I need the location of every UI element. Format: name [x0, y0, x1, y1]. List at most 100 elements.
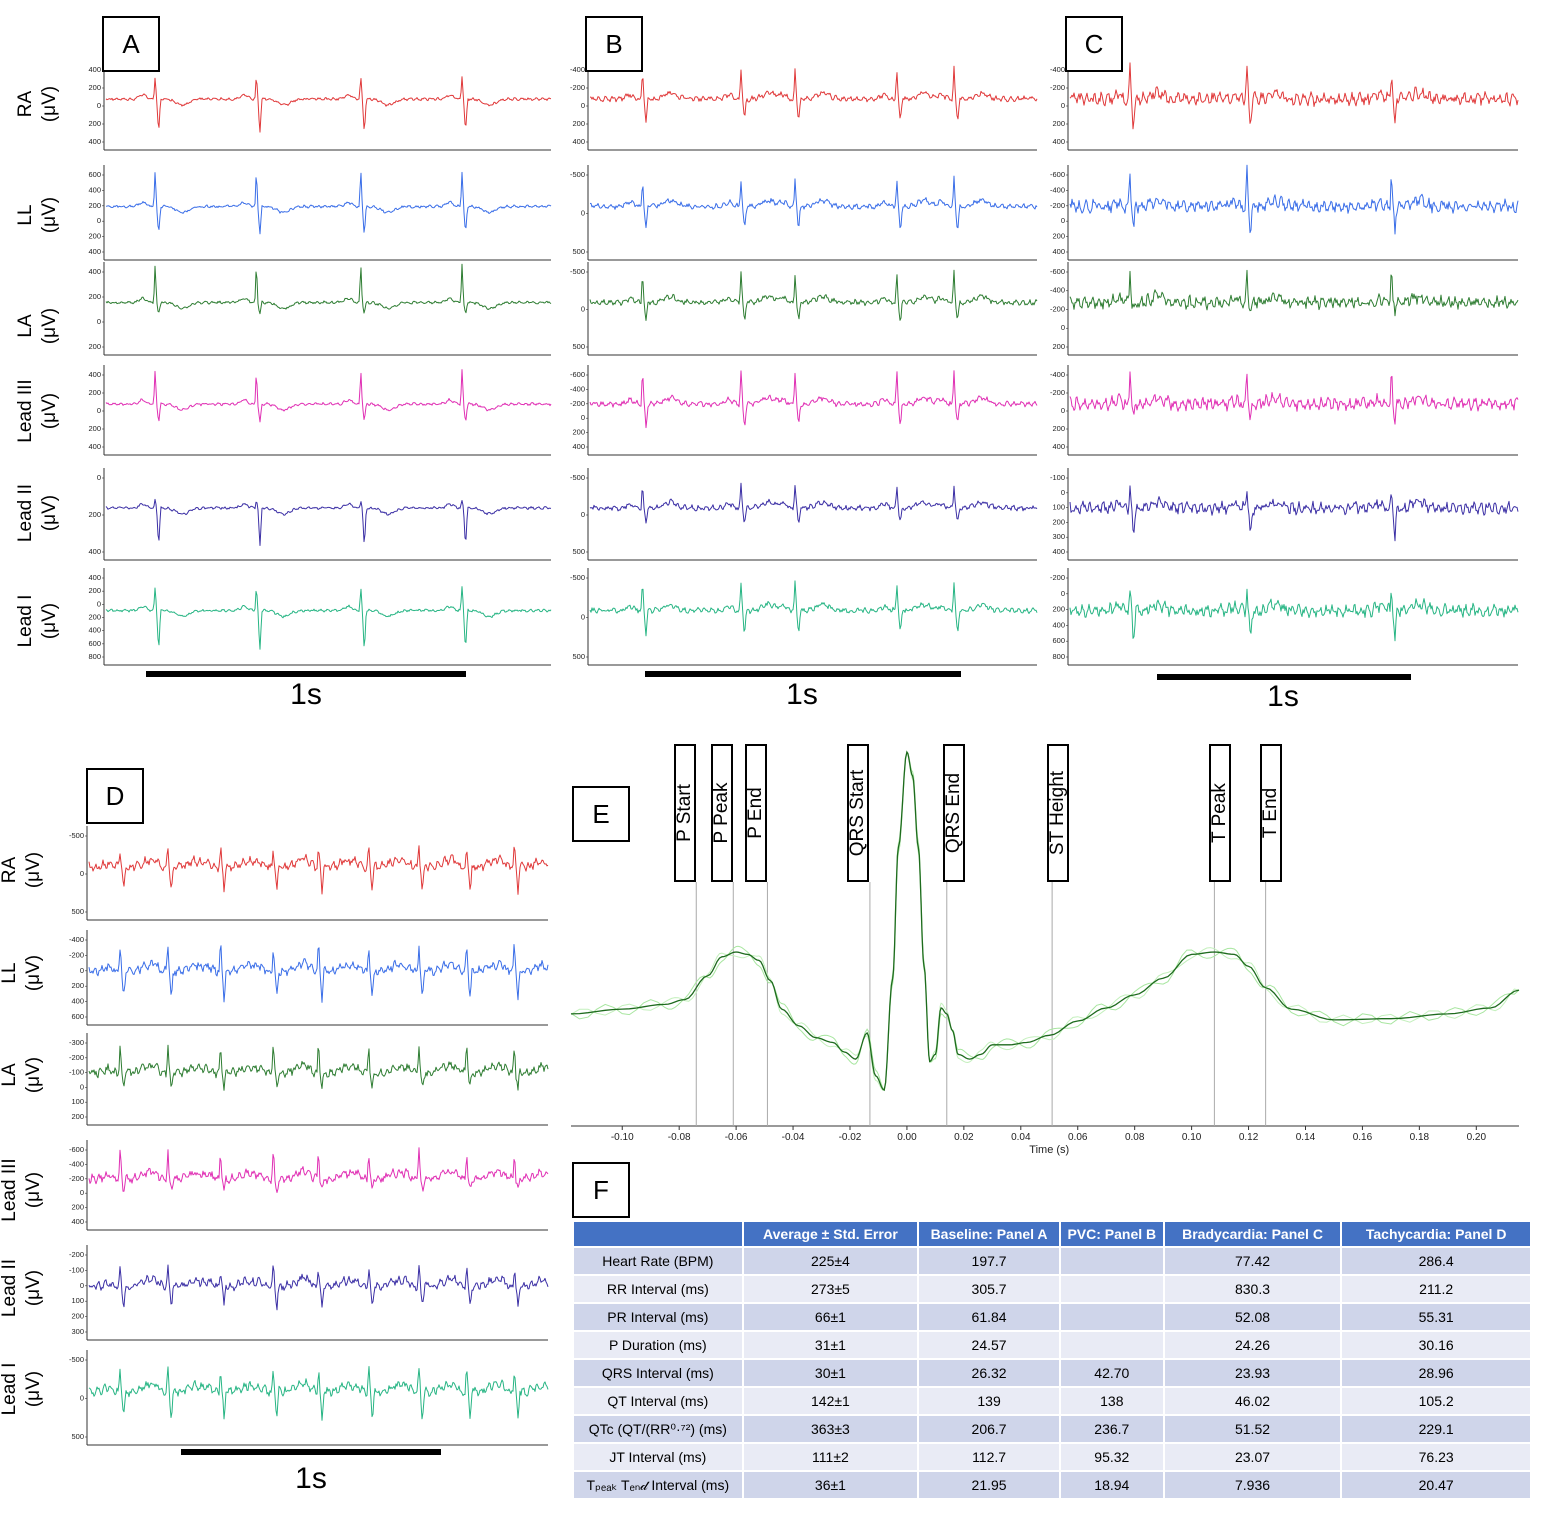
table-cell: 229.1	[1340, 1414, 1532, 1444]
table-row: QRS Interval (ms) 30±1 26.32 42.70 23.93 28.9…	[572, 1358, 1532, 1388]
panel-b-tick-label: 500	[572, 247, 585, 256]
panel-a-tick-label: 200	[88, 612, 101, 621]
panel-a-trace-lead-ii	[105, 498, 552, 546]
row-label-ll-name: LL	[15, 204, 36, 226]
panel-c-label: C	[1065, 16, 1123, 72]
panel-a-tick-label: 600	[88, 170, 101, 179]
table-cell: PR Interval (ms)	[572, 1302, 744, 1332]
panel-c-tick-label: 400	[1052, 137, 1065, 146]
panel-a-tick-label: 200	[88, 201, 101, 210]
panel-a-tick-label: 200	[88, 388, 101, 397]
panel-a-tick-label: 400	[88, 185, 101, 194]
panel-d-tick-label: 400	[71, 997, 84, 1006]
panel-c-tick-label: 400	[1052, 247, 1065, 256]
table-cell: 52.08	[1162, 1302, 1343, 1332]
panel-c-tick-label: 0	[1061, 589, 1065, 598]
marker-text-p-peak: P Peak	[711, 782, 732, 844]
marker-text-t-peak: T Peak	[1209, 783, 1230, 843]
table-cell: 55.31	[1340, 1302, 1532, 1332]
panel-e-trace-average	[570, 750, 1520, 1092]
table-cell: 23.07	[1162, 1442, 1343, 1472]
panel-a-tick-label: 400	[88, 65, 101, 74]
panel-c-tick-label: -100	[1050, 473, 1065, 482]
panel-d-tick-label: 100	[71, 1296, 84, 1305]
table-cell: 20.47	[1340, 1470, 1532, 1500]
table-cell: Tₚₑₐₖ Tₑₙ𝒹 Interval (ms)	[572, 1470, 744, 1500]
table-cell: 36±1	[741, 1470, 920, 1500]
panel-a-tick-label: 200	[88, 586, 101, 595]
table-cell: JT Interval (ms)	[572, 1442, 744, 1472]
row-label-d-ra: RA (μV)	[0, 815, 54, 925]
table-cell: 30±1	[741, 1358, 920, 1388]
panel-e-x-tick-label: 0.16	[1353, 1132, 1373, 1143]
panel-b-tick-label: -400	[570, 65, 585, 74]
panel-d-trace-la	[88, 1044, 549, 1091]
panel-a-tick-label: 400	[88, 370, 101, 379]
panel-a-label: A	[102, 16, 160, 72]
panel-d-tick-label: 0	[80, 1082, 84, 1091]
panel-d-tick-label: 0	[80, 1281, 84, 1290]
panel-d-tick-label: 0	[80, 1188, 84, 1197]
panel-b-trace-la	[589, 269, 1038, 321]
panel-b-trace-lead-ii	[589, 482, 1038, 524]
table-cell: 138	[1058, 1386, 1165, 1416]
row-label-d-ra-unit: (μV)	[23, 851, 44, 889]
panel-c-tick-label: 200	[1052, 119, 1065, 128]
panel-d-tick-label: 200	[71, 1312, 84, 1321]
row-label-d-lead-i: Lead I (μV)	[0, 1334, 54, 1444]
table-header-cell: Baseline: Panel A	[917, 1220, 1061, 1248]
panel-a-tick-label: 400	[88, 267, 101, 276]
panel-b-scale-label: 1s	[786, 678, 818, 711]
panel-c-tick-label: -200	[1050, 388, 1065, 397]
panel-b-tick-label: -400	[570, 384, 585, 393]
panel-e-trace-echo	[570, 751, 1520, 1091]
table-cell: 61.84	[917, 1302, 1061, 1332]
panel-b-tick-label: 400	[572, 442, 585, 451]
panel-c-tick-label: -400	[1050, 286, 1065, 295]
table-cell: 197.7	[917, 1246, 1061, 1276]
panel-b-trace-ll	[589, 175, 1038, 229]
row-label-lead-i-unit: (μV)	[39, 602, 60, 640]
table-cell: P Duration (ms)	[572, 1330, 744, 1360]
row-label-ll: LL (μV)	[14, 160, 70, 270]
panel-d-trace-lead-ii	[88, 1264, 549, 1311]
panel-a-tick-label: 0	[97, 317, 101, 326]
row-label-d-ll-name: LL	[0, 962, 20, 984]
table-cell: 139	[917, 1386, 1061, 1416]
panel-c-tick-label: 200	[1052, 424, 1065, 433]
panel-c-tick-label: 800	[1052, 652, 1065, 661]
panel-d-trace-lead-iii	[88, 1147, 549, 1193]
panel-a-trace-ra	[105, 76, 552, 133]
panel-d-trace-ra	[88, 845, 549, 895]
panel-d-tick-label: 100	[71, 1097, 84, 1106]
panel-a-tick-label: 400	[88, 573, 101, 582]
table-cell: 42.70	[1058, 1358, 1165, 1388]
panel-a-tick-label: 400	[88, 137, 101, 146]
panel-b-trace-lead-i	[589, 580, 1038, 637]
table-cell: 21.95	[917, 1470, 1061, 1500]
panel-a-tick-label: 200	[88, 424, 101, 433]
panel-d-tick-label: 0	[80, 966, 84, 975]
panel-d-tick-label: 400	[71, 1217, 84, 1226]
row-label-d-la-unit: (μV)	[23, 1056, 44, 1094]
table-cell	[1058, 1246, 1165, 1276]
table-cell: 24.26	[1162, 1330, 1343, 1360]
panel-d-tick-label: 500	[71, 907, 84, 916]
panel-c-trace-ll	[1069, 164, 1519, 235]
panel-d-tick-label: 0	[80, 1393, 84, 1402]
panel-e-x-tick-label: 0.08	[1125, 1132, 1145, 1143]
panel-c-tick-label: 300	[1052, 532, 1065, 541]
panel-e-x-tick-label: 0.12	[1239, 1132, 1259, 1143]
panel-a-trace-ll	[105, 171, 552, 235]
marker-text-st-height: ST Height	[1047, 770, 1068, 856]
panel-a-tick-label: 600	[88, 639, 101, 648]
panel-e-x-tick-label: 0.04	[1011, 1132, 1031, 1143]
marker-text-t-end: T End	[1260, 787, 1281, 839]
panel-b-tick-label: -200	[570, 83, 585, 92]
panel-b-tick-label: 0	[581, 612, 585, 621]
panel-a-tick-label: 200	[88, 510, 101, 519]
table-row: PR Interval (ms) 66±1 61.84 52.08 55.31	[572, 1302, 1532, 1332]
panel-c-tick-label: 200	[1052, 517, 1065, 526]
panel-b-label: B	[585, 16, 643, 72]
